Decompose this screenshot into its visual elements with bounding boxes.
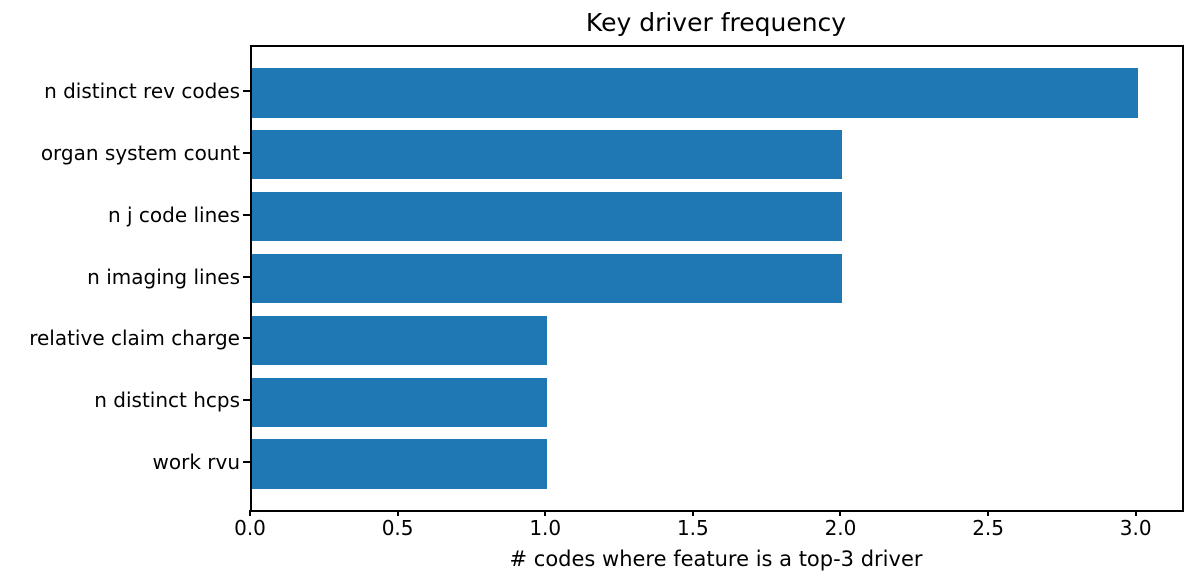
y-tick-mark	[243, 399, 250, 402]
bar-organ-system-count	[252, 129, 843, 180]
x-tick-label-0-0: 0.0	[234, 516, 266, 540]
y-tick-label-organ-system-count: organ system count	[40, 140, 240, 165]
x-tick-label-1-5: 1.5	[676, 516, 709, 540]
y-tick-label-n-distinct-rev-codes: n distinct rev codes	[44, 78, 240, 103]
x-tick-mark	[544, 510, 547, 516]
bar-work-rvu	[252, 439, 548, 489]
y-tick-label-n-imaging-lines: n imaging lines	[87, 264, 240, 289]
x-tick-mark	[691, 510, 694, 516]
chart-title: Key driver frequency	[585, 8, 847, 37]
y-tick-label-work-rvu: work rvu	[152, 450, 241, 475]
y-tick-label-relative-claim-charge: relative claim charge	[29, 326, 240, 351]
y-tick-label-n-distinct-hcps: n distinct hcps	[94, 388, 240, 413]
x-tick-label-0-5: 0.5	[381, 516, 414, 540]
y-tick-mark	[243, 275, 250, 278]
y-tick-label-n-j-code-lines: n j code lines	[107, 202, 240, 227]
x-tick-label-1-0: 1.0	[529, 516, 562, 540]
bar-n-j-code-lines	[252, 191, 843, 242]
x-tick-mark	[396, 510, 399, 516]
y-tick-mark	[243, 461, 250, 464]
x-tick-label-3-0: 3.0	[1119, 516, 1152, 540]
x-tick-mark	[249, 510, 251, 516]
x-tick-mark	[987, 510, 990, 516]
y-tick-mark	[243, 337, 250, 340]
x-axis-label: # codes where feature is a top-3 driver	[509, 547, 923, 571]
plot-area	[250, 45, 1184, 512]
bar-n-distinct-hcps	[252, 377, 548, 428]
bar-relative-claim-charge	[252, 315, 548, 366]
bar-n-imaging-lines	[252, 253, 843, 304]
x-tick-label-2-5: 2.5	[972, 516, 1004, 540]
x-tick-mark	[839, 510, 842, 516]
x-tick-mark	[1134, 510, 1137, 516]
y-tick-mark	[243, 151, 250, 154]
y-tick-mark	[243, 89, 250, 92]
y-tick-mark	[243, 213, 250, 216]
x-tick-label-2-0: 2.0	[824, 516, 857, 540]
bar-n-distinct-rev-codes	[252, 68, 1138, 118]
